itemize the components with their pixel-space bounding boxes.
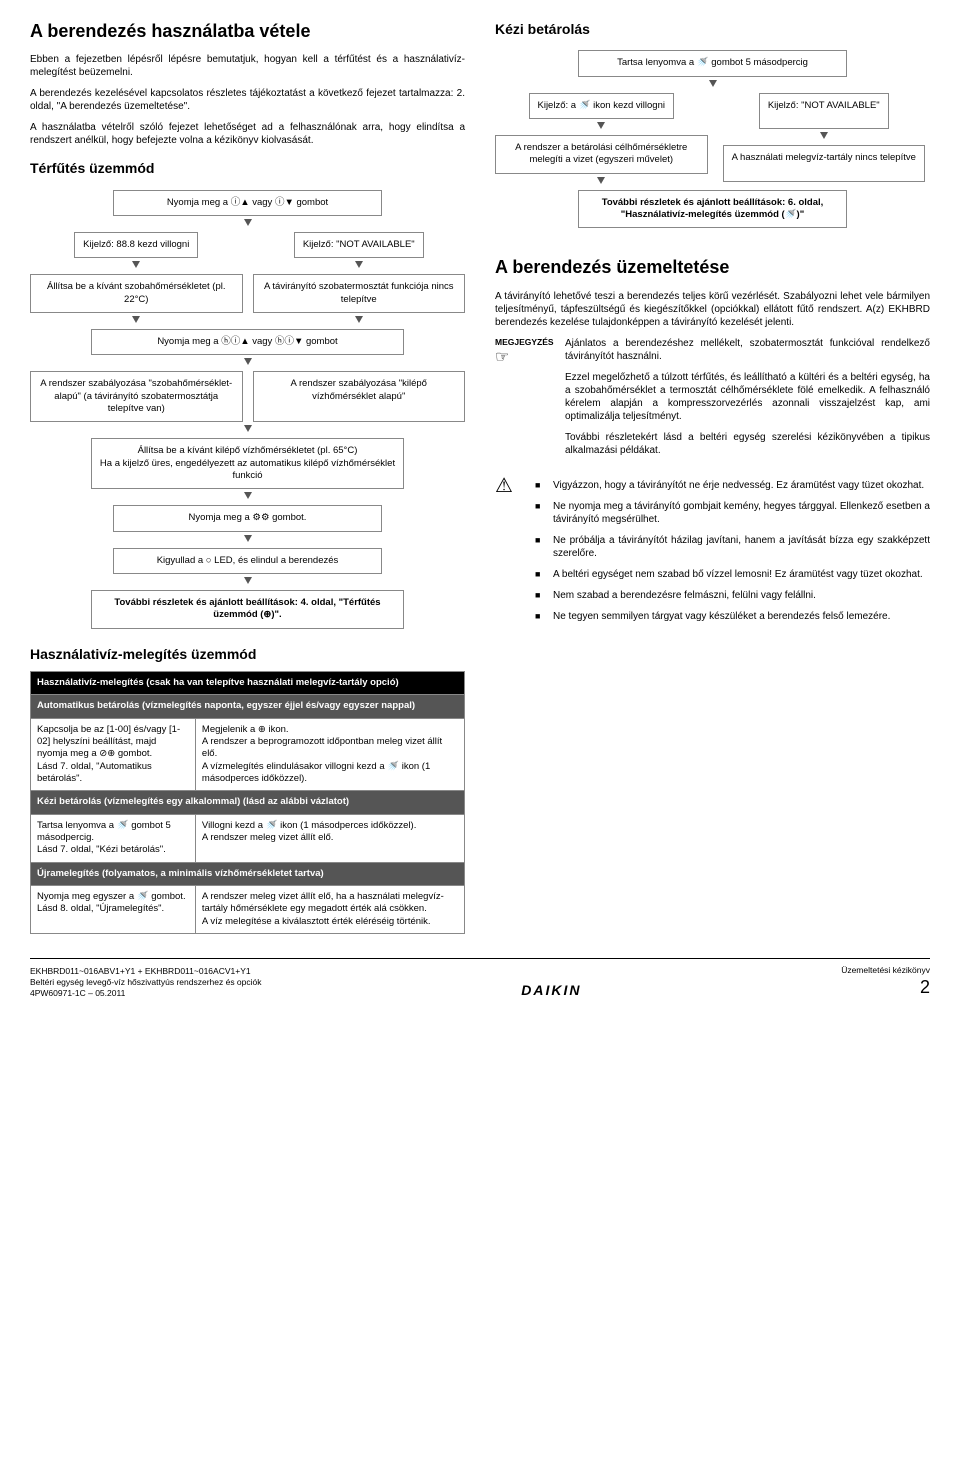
tbl-reheat-left: Nyomja meg egyszer a 🚿 gombot. Lásd 8. o… — [31, 886, 196, 934]
g-tank-na: A használati melegvíz-tartály nincs tele… — [723, 145, 925, 182]
heading-operation: A berendezés üzemeltetése — [495, 256, 930, 279]
flow-led-on: Kigyullad a ○ LED, és elindul a berendez… — [113, 548, 383, 574]
flow-ctrl-room-based: A rendszer szabályozása "szobahőmérsékle… — [30, 371, 243, 422]
note-p3: További részletekért lásd a beltéri egys… — [565, 431, 930, 457]
tbl-manual-hdr: Kézi betárolás (vízmelegítés egy alkalom… — [31, 791, 465, 814]
intro-p1: Ebben a fejezetben lépésről lépésre bemu… — [30, 53, 465, 79]
note-block: MEGJEGYZÉS ☞ Ajánlatos a berendezéshez m… — [495, 337, 930, 465]
warn-2: Ne nyomja meg a távirányító gombjait kem… — [535, 500, 930, 526]
warn-4: A beltéri egységet nem szabad bő vízzel … — [535, 568, 930, 581]
warning-block: ⚠ Vigyázzon, hogy a távirányítót ne érje… — [495, 473, 930, 631]
flow-thermostat-na: A távirányító szobatermosztát funkciója … — [253, 274, 466, 313]
tbl-auto-right: Megjelenik a ⊕ ikon. A rendszer a beprog… — [195, 718, 464, 791]
footer-doctype: Üzemeltetési kézikönyv — [841, 965, 930, 976]
flow-press-water-temp: Nyomja meg a ⓗⓘ▲ vagy ⓗⓘ▼ gombot — [91, 329, 404, 355]
dhw-table: Használativíz-melegítés (csak ha van tel… — [30, 671, 465, 934]
operation-p1: A távirányító lehetővé teszi a berendezé… — [495, 290, 930, 329]
intro-p2: A berendezés kezelésével kapcsolatos rés… — [30, 87, 465, 113]
warn-5: Nem szabad a berendezésre felmászni, fel… — [535, 589, 930, 602]
footer-docnum: 4PW60971-1C – 05.2011 — [30, 988, 262, 999]
note-label: MEGJEGYZÉS — [495, 337, 555, 348]
tbl-manual-right: Villogni kezd a 🚿 ikon (1 másodperces id… — [195, 814, 464, 862]
tbl-reheat-hdr: Újramelegítés (folyamatos, a minimális v… — [31, 862, 465, 885]
tbl-auto-hdr: Automatikus betárolás (vízmelegítés napo… — [31, 695, 465, 718]
warn-6: Ne tegyen semmilyen tárgyat vagy készülé… — [535, 610, 930, 623]
intro-p3: A használatba vételről szóló fejezet leh… — [30, 121, 465, 147]
g-display-na: Kijelző: "NOT AVAILABLE" — [759, 93, 889, 130]
tbl-header: Használativíz-melegítés (csak ha van tel… — [31, 671, 465, 694]
flow-press-temp-button: Nyomja meg a ⓘ▲ vagy ⓘ▼ gombot — [113, 190, 383, 216]
g-more-details-dhw: További részletek és ajánlott beállításo… — [578, 190, 848, 229]
g-display-blink: Kijelző: a 🚿 ikon kezd villogni — [529, 93, 674, 119]
heading-manual-storage: Kézi betárolás — [495, 20, 930, 38]
note-p1: Ajánlatos a berendezéshez mellékelt, szo… — [565, 337, 930, 363]
flow-set-room-temp: Állítsa be a kívánt szobahőmérsékletet (… — [30, 274, 243, 313]
heading-space-heating: Térfűtés üzemmód — [30, 159, 465, 177]
note-p2: Ezzel megelőzhető a túlzott térfűtés, és… — [565, 371, 930, 423]
g-hold-button: Tartsa lenyomva a 🚿 gombot 5 másodpercig — [578, 50, 848, 76]
footer-page-number: 2 — [841, 976, 930, 999]
flow-more-details-heating: További részletek és ajánlott beállításo… — [91, 590, 404, 629]
heading-commissioning: A berendezés használatba vétele — [30, 20, 465, 43]
footer-model: EKHBRD011~016ABV1+Y1 + EKHBRD011~016ACV1… — [30, 966, 262, 977]
footer-brand: DAIKIN — [521, 981, 581, 999]
flow-press-operate: Nyomja meg a ⚙⚙ gombot. — [113, 505, 383, 531]
tbl-reheat-right: A rendszer meleg vizet állít elő, ha a h… — [195, 886, 464, 934]
footer-desc: Beltéri egység levegő-víz hőszivattyús r… — [30, 977, 262, 988]
warn-1: Vigyázzon, hogy a távirányítót ne érje n… — [535, 479, 930, 492]
note-icon: ☞ — [495, 348, 555, 369]
tbl-auto-left: Kapcsolja be az [1-00] és/vagy [1-02] he… — [31, 718, 196, 791]
flow-display-na: Kijelző: "NOT AVAILABLE" — [294, 232, 424, 258]
tbl-manual-left: Tartsa lenyomva a 🚿 gombot 5 másodpercig… — [31, 814, 196, 862]
heading-dhw-mode: Használativíz-melegítés üzemmód — [30, 645, 465, 663]
flow-set-water-temp: Állítsa be a kívánt kilépő vízhőmérsékle… — [91, 438, 404, 489]
g-heat-to-target: A rendszer a betárolási célhőmérsékletre… — [495, 135, 708, 174]
flow-ctrl-water-based: A rendszer szabályozása "kilépő vízhőmér… — [253, 371, 466, 422]
warning-icon: ⚠ — [495, 473, 525, 499]
warn-3: Ne próbálja a távirányítót házilag javít… — [535, 534, 930, 560]
page-footer: EKHBRD011~016ABV1+Y1 + EKHBRD011~016ACV1… — [30, 958, 930, 999]
flow-display-blinking: Kijelző: 88.8 kezd villogni — [74, 232, 198, 258]
